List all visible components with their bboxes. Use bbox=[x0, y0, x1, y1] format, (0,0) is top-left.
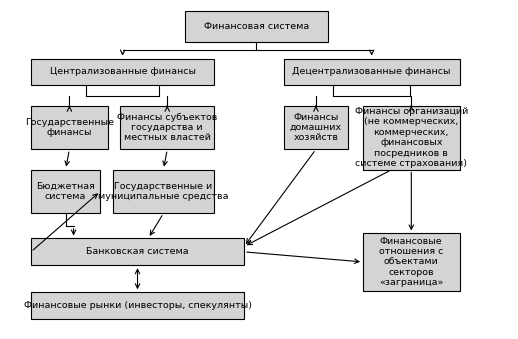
Text: Финансовые рынки (инвесторы, спекулянты): Финансовые рынки (инвесторы, спекулянты) bbox=[23, 301, 252, 310]
FancyBboxPatch shape bbox=[31, 59, 214, 85]
FancyBboxPatch shape bbox=[31, 170, 100, 213]
Text: Финансы организаций
(не коммерческих,
коммерческих,
финансовых
посредников в
сис: Финансы организаций (не коммерческих, ко… bbox=[355, 107, 468, 168]
FancyBboxPatch shape bbox=[284, 106, 348, 149]
FancyBboxPatch shape bbox=[31, 106, 108, 149]
FancyBboxPatch shape bbox=[363, 233, 459, 291]
FancyBboxPatch shape bbox=[363, 106, 459, 170]
Text: Децентрализованные финансы: Децентрализованные финансы bbox=[292, 67, 451, 77]
Text: Государственные
финансы: Государственные финансы bbox=[25, 118, 114, 137]
Text: Финансовые
отношения с
объектами
секторов
«заграница»: Финансовые отношения с объектами секторо… bbox=[379, 237, 443, 287]
Text: Финансы субъектов
государства и
местных властей: Финансы субъектов государства и местных … bbox=[117, 113, 218, 142]
Text: Финансовая система: Финансовая система bbox=[204, 22, 309, 31]
Text: Централизованные финансы: Централизованные финансы bbox=[50, 67, 196, 77]
FancyBboxPatch shape bbox=[31, 238, 244, 265]
Text: Бюджетная
система: Бюджетная система bbox=[36, 182, 95, 201]
Text: Государственные и
муниципальные средства: Государственные и муниципальные средства bbox=[98, 182, 229, 201]
FancyBboxPatch shape bbox=[284, 59, 459, 85]
FancyBboxPatch shape bbox=[31, 292, 244, 319]
FancyBboxPatch shape bbox=[184, 12, 328, 42]
FancyBboxPatch shape bbox=[113, 170, 214, 213]
Text: Финансы
домашних
хозяйств: Финансы домашних хозяйств bbox=[290, 113, 342, 142]
Text: Банковская система: Банковская система bbox=[86, 247, 189, 256]
FancyBboxPatch shape bbox=[120, 106, 214, 149]
